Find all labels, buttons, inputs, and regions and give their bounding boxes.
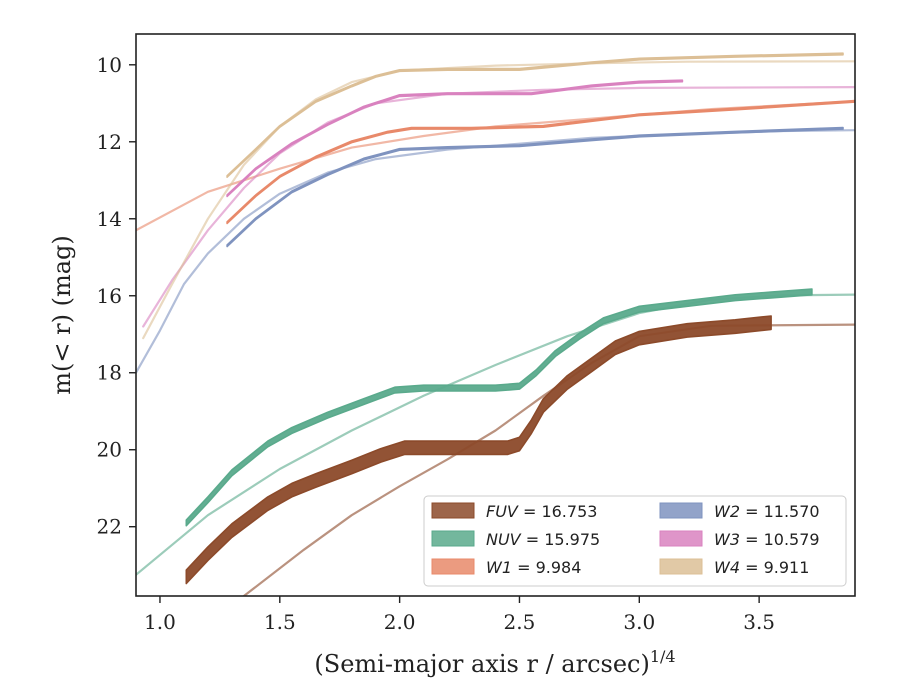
x-tick-label: 2.0 [384,610,416,634]
x-tick-label: 1.5 [264,610,296,634]
legend: FUV = 16.753 NUV = 15.975 W1 = 9.984 W2 = 1… [423,495,847,587]
y-tick-label: 14 [97,207,122,231]
series-band-w2-observed [226,126,844,248]
legend-band-value: = 9.911 [740,558,809,577]
legend-band-name: W1 [486,558,512,577]
x-axis-label: (Semi-major axis r / arcsec)1/4 [314,647,675,678]
series-band-nuv-observed [185,288,813,527]
y-tick-label: 22 [97,515,122,539]
legend-band-value: = 16.753 [518,502,598,521]
x-axis-label-text: (Semi-major axis r / arcsec) [314,650,649,678]
y-tick-label: 20 [97,438,122,462]
series-band-w3-observed [226,79,684,198]
legend-swatch-w4 [659,558,703,575]
legend-band-value: = 10.579 [740,530,820,549]
series-band-w4-observed [226,52,844,178]
legend-swatch-fuv [431,502,475,519]
x-tick-label: 3.0 [623,610,655,634]
y-axis-label: m(< r) (mag) [48,235,76,394]
legend-swatch-w1 [431,558,475,575]
legend-band-name: FUV [486,502,519,521]
y-tick-label: 12 [97,130,122,154]
y-tick-label: 10 [97,53,122,77]
x-tick-label: 1.0 [144,610,176,634]
y-axis-ticks: 10 12 14 16 18 20 22 [97,53,136,539]
legend-band-name: NUV [486,530,522,549]
x-tick-label: 3.5 [743,610,775,634]
plot-frame [135,33,856,597]
x-tick-label: 2.5 [504,610,536,634]
series-band-w1-observed [226,99,855,225]
legend-swatch-w2 [659,502,703,519]
legend-band-value: = 15.975 [521,530,601,549]
legend-entry-w1: W1 = 9.984 [486,558,581,577]
legend-box [423,495,847,587]
legend-band-name: W4 [714,558,740,577]
legend-band-name: W3 [714,530,740,549]
y-tick-label: 16 [97,284,122,308]
legend-band-value: = 11.570 [740,502,820,521]
legend-entry-w4: W4 = 9.911 [714,558,809,577]
legend-entry-nuv: NUV = 15.975 [486,530,600,549]
legend-entry-w2: W2 = 11.570 [714,502,820,521]
series-layer [136,52,855,596]
x-axis-label-exponent: 1/4 [650,647,676,666]
y-tick-label: 18 [97,361,122,385]
legend-band-value: = 9.984 [512,558,581,577]
legend-swatch-w3 [659,530,703,547]
series-band-fuv-observed [185,315,772,585]
x-axis-ticks: 1.0 1.5 2.0 2.5 3.0 3.5 [144,596,775,634]
legend-band-name: W2 [714,502,740,521]
legend-entry-fuv: FUV = 16.753 [486,502,597,521]
legend-swatch-nuv [431,530,475,547]
legend-entry-w3: W3 = 10.579 [714,530,820,549]
